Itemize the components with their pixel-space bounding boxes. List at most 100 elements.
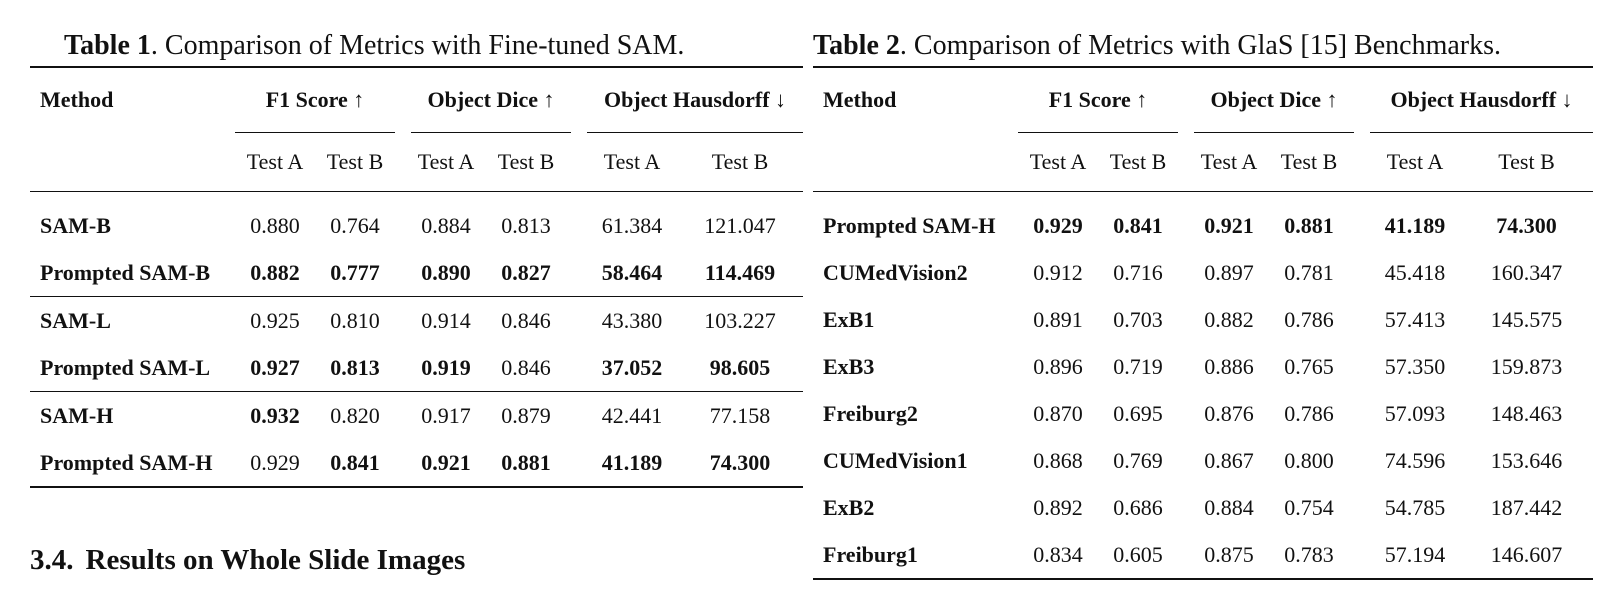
metric-cell: 0.892	[1033, 494, 1083, 520]
metric-cell: 153.646	[1490, 447, 1563, 473]
table-1: Method F1 Score ↑ Object Dice ↑ Object H…	[30, 66, 803, 488]
table-2-body: Prompted SAM-H 0.929 0.841 0.921 0.881 41.189…	[813, 192, 1593, 580]
method-name: Prompted SAM-H	[823, 212, 996, 238]
section-heading: 3.4. Results on Whole Slide Images	[30, 540, 465, 580]
table-1-caption-text: . Comparison of Metrics with Fine-tuned …	[150, 30, 685, 61]
metric-cell: 146.607	[1490, 541, 1563, 567]
metric-cell: 114.469	[704, 259, 776, 285]
method-name: Freiburg2	[823, 400, 918, 426]
metric-cell: 43.380	[587, 296, 677, 344]
table-row: SAM-H 0.932 0.820 0.917 0.879 42.441 77.158	[30, 391, 803, 439]
metric-cell: 0.834	[1033, 541, 1083, 567]
gap-cell	[1354, 343, 1370, 390]
metric-cell: 0.800	[1284, 447, 1334, 473]
metric-cell: 74.300	[709, 449, 771, 475]
metric-cell: 0.927	[250, 354, 300, 380]
metric-cell: 0.867	[1204, 447, 1254, 473]
metric-cell: 0.703	[1113, 306, 1163, 332]
gap-cell	[395, 391, 411, 439]
table-2: Method F1 Score ↑ Object Dice ↑ Object H…	[813, 66, 1593, 580]
table-2-method-header: Method	[823, 87, 897, 113]
table-1-group-header: Object Hausdorff ↓	[587, 67, 803, 133]
gap-cell	[1178, 192, 1194, 250]
table-row: ExB3 0.896 0.719 0.886 0.765 57.350 159.873	[813, 343, 1593, 390]
metric-cell: 58.464	[601, 259, 663, 285]
gap-cell	[1178, 249, 1194, 296]
table-2-group-header: Object Hausdorff ↓	[1370, 67, 1593, 133]
metric-cell: 0.919	[421, 354, 471, 380]
table-1-block: Table 1. Comparison of Metrics with Fine…	[30, 26, 803, 488]
metric-cell: 42.441	[587, 391, 677, 439]
gap-cell	[1178, 437, 1194, 484]
section-number: 3.4.	[30, 544, 74, 576]
metric-cell: 0.881	[1284, 212, 1334, 238]
table-1-group-header: F1 Score ↑	[235, 67, 395, 133]
metric-cell: 0.870	[1033, 400, 1083, 426]
metric-cell: 0.929	[1033, 212, 1083, 238]
table-1-sub-header: Test A	[235, 132, 315, 192]
table-1-sub-header: Test B	[677, 132, 803, 192]
metric-cell: 0.897	[1204, 259, 1254, 285]
table-row: Freiburg1 0.834 0.605 0.875 0.783 57.194 146.6…	[813, 531, 1593, 579]
gap-cell	[571, 192, 587, 250]
gap-cell	[1178, 296, 1194, 343]
method-name: Prompted SAM-L	[40, 354, 211, 380]
metric-cell: 159.873	[1490, 353, 1563, 379]
gap-cell	[1178, 343, 1194, 390]
metric-cell: 187.442	[1490, 494, 1563, 520]
method-name: ExB2	[823, 494, 875, 520]
table-row: ExB2 0.892 0.686 0.884 0.754 54.785 187.442	[813, 484, 1593, 531]
metric-cell: 0.875	[1204, 541, 1254, 567]
gap-cell	[1354, 249, 1370, 296]
metric-cell: 0.777	[330, 259, 380, 285]
metric-cell: 45.418	[1384, 259, 1446, 285]
metric-cell: 0.719	[1113, 353, 1163, 379]
metric-cell: 0.882	[1204, 306, 1254, 332]
metric-cell: 0.932	[235, 391, 315, 439]
gap-cell	[1354, 437, 1370, 484]
metric-cell: 57.093	[1384, 400, 1446, 426]
table-row: Freiburg2 0.870 0.695 0.876 0.786 57.093 148.4…	[813, 390, 1593, 437]
metric-cell: 0.890	[421, 259, 471, 285]
metric-cell: 0.868	[1033, 447, 1083, 473]
table-2-sub-header: Test B	[1098, 132, 1178, 192]
metric-cell: 0.846	[481, 296, 571, 344]
method-name: SAM-B	[40, 212, 111, 238]
metric-cell: 0.876	[1204, 400, 1254, 426]
table-1-caption-label: Table 1	[64, 30, 151, 61]
metric-cell: 148.463	[1490, 400, 1563, 426]
metric-cell: 0.841	[1113, 212, 1163, 238]
gap-cell	[571, 249, 587, 297]
table-2-group-header: F1 Score ↑	[1018, 67, 1178, 133]
table-2-block: Table 2. Comparison of Metrics with GlaS…	[813, 26, 1593, 580]
table-1-body: SAM-B 0.880 0.764 0.884 0.813 61.384 121.047 Pr…	[30, 192, 803, 488]
table-1-group-header: Object Dice ↑	[411, 67, 571, 133]
metric-cell: 0.820	[315, 391, 395, 439]
method-name: CUMedVision2	[823, 259, 968, 285]
metric-cell: 0.786	[1284, 306, 1334, 332]
metric-cell: 0.879	[481, 391, 571, 439]
table-row: Prompted SAM-B 0.882 0.777 0.890 0.827 58.464…	[30, 249, 803, 297]
metric-cell: 0.769	[1113, 447, 1163, 473]
metric-cell: 0.884	[421, 212, 471, 238]
gap-cell	[571, 439, 587, 487]
table-2-sub-header: Test B	[1264, 132, 1354, 192]
table-row: SAM-B 0.880 0.764 0.884 0.813 61.384 121.047	[30, 192, 803, 250]
metric-cell: 77.158	[677, 391, 803, 439]
gap-cell	[1354, 484, 1370, 531]
metric-cell: 98.605	[709, 354, 771, 380]
gap-cell	[1178, 484, 1194, 531]
method-name: ExB3	[823, 353, 875, 379]
metric-cell: 0.921	[421, 449, 471, 475]
method-name: Freiburg1	[823, 541, 918, 567]
metric-cell: 0.880	[250, 212, 300, 238]
gap-cell	[571, 344, 587, 392]
gap-cell	[1354, 192, 1370, 250]
metric-cell: 0.695	[1113, 400, 1163, 426]
gap-cell	[1354, 531, 1370, 579]
metric-cell: 0.925	[235, 296, 315, 344]
table-1-sub-header: Test A	[587, 132, 677, 192]
metric-cell: 160.347	[1490, 259, 1563, 285]
table-row: SAM-L 0.925 0.810 0.914 0.846 43.380 103.227	[30, 296, 803, 344]
table-1-caption: Table 1. Comparison of Metrics with Fine…	[30, 26, 803, 66]
